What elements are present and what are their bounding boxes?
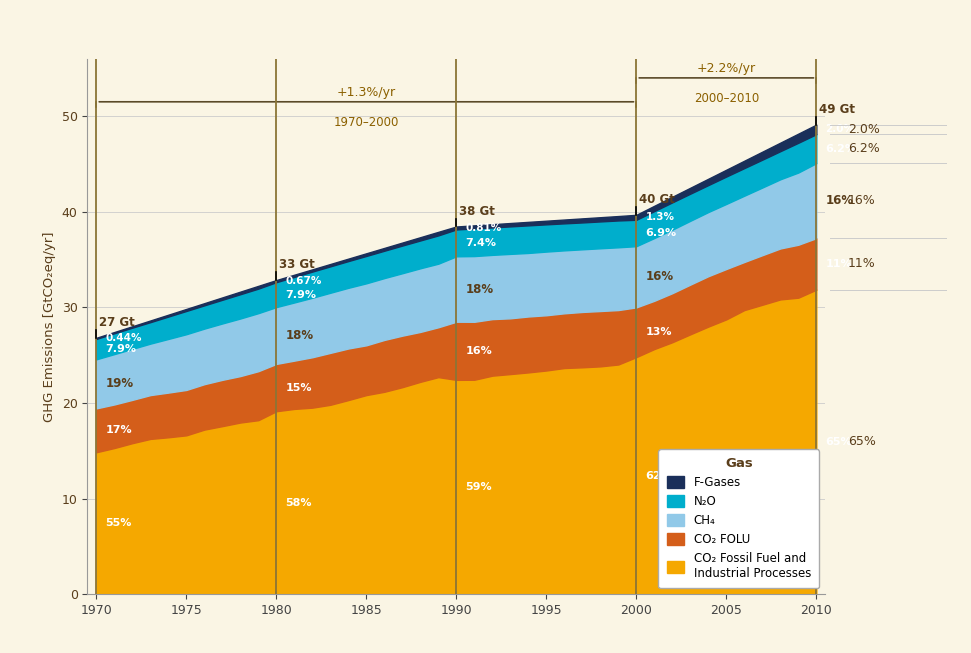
Text: +1.3%/yr: +1.3%/yr bbox=[337, 86, 396, 99]
Text: 7.9%: 7.9% bbox=[106, 344, 136, 354]
Text: 16%: 16% bbox=[848, 194, 876, 207]
Text: 62%: 62% bbox=[646, 471, 672, 481]
Text: 27 Gt: 27 Gt bbox=[99, 316, 135, 329]
Text: 0.44%: 0.44% bbox=[106, 333, 142, 343]
Text: 65%: 65% bbox=[825, 437, 852, 447]
Text: 6.9%: 6.9% bbox=[646, 228, 677, 238]
Text: 6.2%: 6.2% bbox=[848, 142, 880, 155]
Y-axis label: GHG Emissions [GtCO₂eq/yr]: GHG Emissions [GtCO₂eq/yr] bbox=[43, 231, 56, 422]
Text: 58%: 58% bbox=[285, 498, 312, 508]
Text: 13%: 13% bbox=[646, 327, 672, 337]
Text: 65%: 65% bbox=[848, 436, 876, 449]
Text: 38 Gt: 38 Gt bbox=[459, 205, 495, 218]
Text: 59%: 59% bbox=[465, 482, 492, 492]
Text: 0.67%: 0.67% bbox=[285, 276, 321, 286]
Text: 11%: 11% bbox=[848, 257, 876, 270]
Legend: F-Gases, N₂O, CH₄, CO₂ FOLU, CO₂ Fossil Fuel and
Industrial Processes: F-Gases, N₂O, CH₄, CO₂ FOLU, CO₂ Fossil … bbox=[658, 449, 820, 588]
Text: 40 Gt: 40 Gt bbox=[639, 193, 675, 206]
Text: 2000–2010: 2000–2010 bbox=[693, 92, 759, 105]
Text: 2.0%: 2.0% bbox=[825, 124, 854, 135]
Text: 11%: 11% bbox=[825, 259, 852, 269]
Text: 55%: 55% bbox=[106, 518, 132, 528]
Text: 15%: 15% bbox=[285, 383, 312, 392]
Text: 18%: 18% bbox=[285, 329, 314, 342]
Text: 49 Gt: 49 Gt bbox=[820, 103, 855, 116]
Text: 18%: 18% bbox=[465, 283, 493, 296]
Text: 33 Gt: 33 Gt bbox=[279, 259, 315, 272]
Text: 19%: 19% bbox=[106, 377, 134, 390]
Text: 16%: 16% bbox=[646, 270, 674, 283]
Text: 16%: 16% bbox=[825, 194, 854, 207]
Text: 6.2%: 6.2% bbox=[825, 144, 856, 153]
Text: 7.9%: 7.9% bbox=[285, 290, 317, 300]
Text: 1970–2000: 1970–2000 bbox=[334, 116, 399, 129]
Text: 1.3%: 1.3% bbox=[646, 212, 675, 222]
Text: 16%: 16% bbox=[465, 346, 492, 356]
Text: 2.0%: 2.0% bbox=[848, 123, 880, 136]
Text: 0.81%: 0.81% bbox=[465, 223, 502, 233]
Text: +2.2%/yr: +2.2%/yr bbox=[697, 62, 755, 75]
Text: 17%: 17% bbox=[106, 425, 132, 436]
Text: 7.4%: 7.4% bbox=[465, 238, 496, 248]
